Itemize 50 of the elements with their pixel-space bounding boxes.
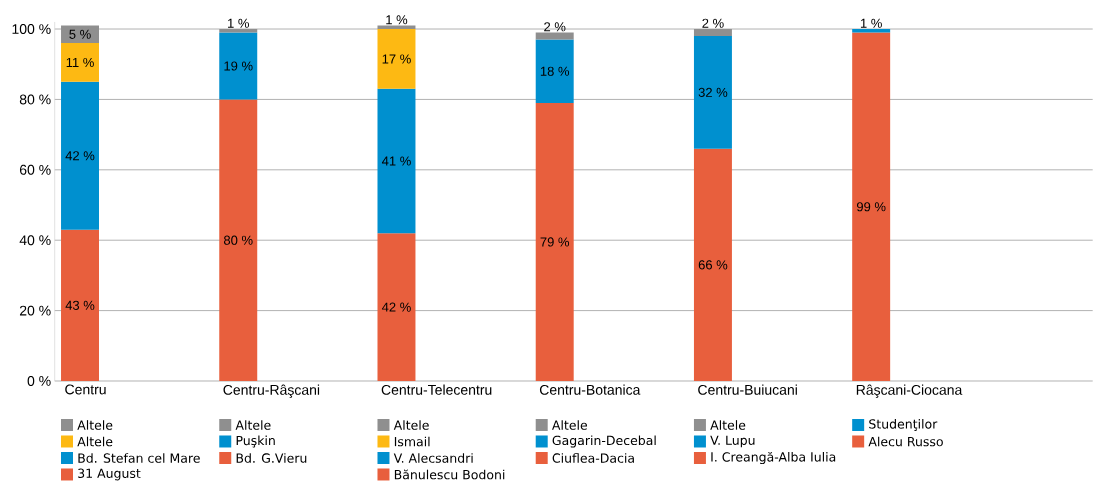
- y-tick-label: 0 %: [27, 376, 51, 386]
- data-label: 79 %: [540, 237, 570, 247]
- x-tick-label: Râşcani-Ciocana: [856, 384, 963, 398]
- x-tick-label: Centru-Telecentru: [381, 384, 492, 395]
- legend-label: Bd. G.Vieru: [236, 453, 307, 463]
- y-tick-label: 100 %: [12, 24, 51, 34]
- data-label: 19 %: [224, 61, 253, 71]
- legend-label: Altele: [552, 420, 588, 430]
- legend-label: 31 August: [78, 468, 141, 481]
- y-tick-label: 80 %: [19, 94, 51, 105]
- x-tick-label: Centru-Râşcani: [223, 384, 320, 398]
- legend-label: V. Lupu: [710, 435, 755, 448]
- data-label: 1 %: [386, 15, 408, 25]
- data-label: 18 %: [540, 66, 570, 76]
- legend-label: V. Alecsandri: [393, 453, 473, 463]
- legend-label: Studenţilor: [869, 419, 938, 431]
- legend-label: Altele: [77, 420, 113, 430]
- y-tick-label: 40 %: [19, 235, 51, 246]
- legend-label: Gagarin-Decebal: [552, 435, 656, 448]
- data-label: 17 %: [382, 54, 411, 64]
- x-tick-label: Centru-Buiucani: [698, 384, 797, 395]
- data-label: 43 %: [65, 300, 95, 310]
- data-label: 1 %: [228, 18, 249, 28]
- x-tick-label: Centru-Botanica: [539, 384, 641, 395]
- data-label: 5 %: [69, 29, 91, 39]
- data-label: 2 %: [702, 18, 724, 28]
- legend-label: Altele: [710, 420, 746, 430]
- legend-label: Bd. Stefan cel Mare: [78, 453, 200, 463]
- data-label: 41 %: [381, 156, 411, 166]
- data-label: 1 %: [860, 18, 882, 28]
- data-label: 42 %: [381, 302, 411, 312]
- data-label: 80 %: [223, 235, 253, 245]
- legend-label: Alecu Russo: [868, 436, 943, 447]
- data-label: 11 %: [66, 57, 94, 68]
- legend-label: Bănulescu Bodoni: [394, 469, 505, 480]
- x-tick-label: Centru: [65, 384, 106, 395]
- data-label: 66 %: [698, 260, 728, 270]
- legend-label: Altele: [77, 436, 113, 447]
- data-label: 2 %: [544, 22, 566, 32]
- data-label: 42 %: [65, 151, 95, 161]
- legend-label: Puşkin: [236, 435, 275, 448]
- legend-label: I. Creangă-Alba Iulia: [711, 451, 836, 465]
- legend-label: Altele: [393, 420, 429, 430]
- legend-label: Ciuflea-Dacia: [552, 453, 634, 463]
- data-label: 32 %: [698, 87, 728, 97]
- legend-label: Ismail: [394, 436, 430, 447]
- legend-label: Altele: [235, 420, 271, 430]
- y-tick-label: 60 %: [19, 164, 51, 175]
- y-tick-label: 20 %: [19, 305, 51, 316]
- data-label: 99 %: [856, 202, 886, 212]
